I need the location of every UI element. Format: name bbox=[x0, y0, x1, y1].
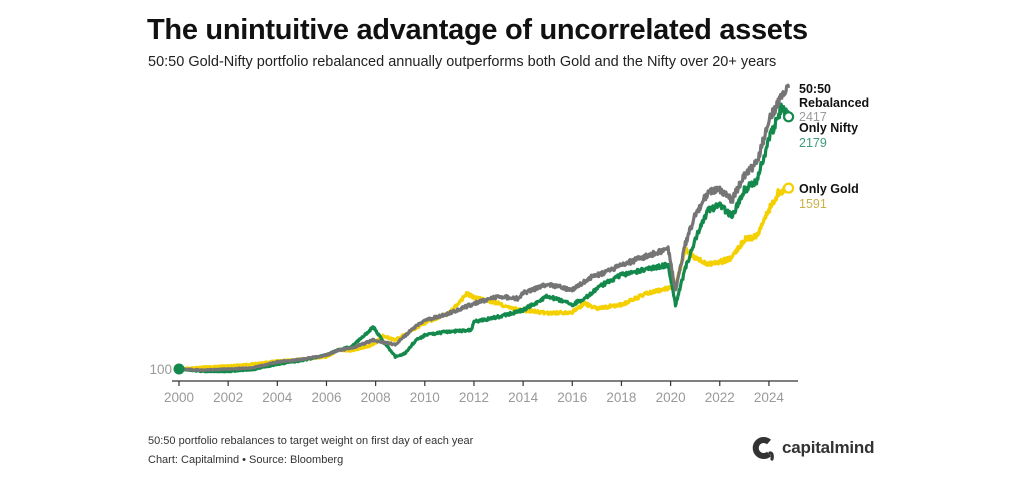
end-marker-only-nifty bbox=[782, 111, 795, 123]
end-label-value: 2179 bbox=[799, 136, 827, 150]
footnote-methodology: 50:50 portfolio rebalances to target wei… bbox=[148, 435, 474, 447]
end-marker-only-gold bbox=[782, 182, 795, 194]
x-tick-label: 2014 bbox=[508, 390, 539, 405]
end-label-name: Only Nifty bbox=[799, 121, 858, 135]
x-tick-label: 2016 bbox=[557, 390, 587, 405]
x-tick-label: 2024 bbox=[754, 390, 785, 405]
series-layer bbox=[177, 83, 791, 374]
capitalmind-logo-icon bbox=[750, 434, 778, 462]
series-line-only-nifty bbox=[178, 102, 791, 374]
end-label-name: Only Gold bbox=[799, 182, 859, 196]
chart-subtitle: 50:50 Gold-Nifty portfolio rebalanced an… bbox=[148, 54, 777, 70]
end-label-name: 50:50 bbox=[799, 82, 831, 96]
markers-layer bbox=[173, 111, 795, 375]
x-tick-label: 2018 bbox=[606, 390, 636, 405]
x-tick-label: 2004 bbox=[262, 390, 293, 405]
start-marker bbox=[173, 363, 185, 375]
x-tick-label: 2006 bbox=[311, 390, 341, 405]
footnote-source: Chart: Capitalmind • Source: Bloomberg bbox=[148, 454, 344, 466]
x-tick-label: 2000 bbox=[164, 390, 194, 405]
x-tick-label: 2008 bbox=[361, 390, 391, 405]
x-tick-label: 2020 bbox=[656, 390, 686, 405]
end-label-value: 1591 bbox=[799, 197, 827, 211]
x-tick-label: 2012 bbox=[459, 390, 489, 405]
logo-text: capitalmind bbox=[782, 438, 875, 457]
series-line-50-50-rebalanced bbox=[177, 83, 791, 373]
x-axis: 2000 2002 2004 2006 2008 2010 2012 2014 2016 2018… bbox=[164, 380, 798, 405]
end-label-name: Rebalanced bbox=[799, 96, 869, 110]
capitalmind-logo: capitalmind bbox=[750, 434, 874, 462]
x-tick-label: 2002 bbox=[213, 390, 243, 405]
end-label-value: 2417 bbox=[799, 110, 827, 124]
start-value-label: 100 bbox=[149, 362, 172, 377]
x-tick-label: 2022 bbox=[705, 390, 735, 405]
chart-title: The unintuitive advantage of uncorrelate… bbox=[147, 14, 808, 46]
x-tick-label: 2010 bbox=[410, 390, 440, 405]
